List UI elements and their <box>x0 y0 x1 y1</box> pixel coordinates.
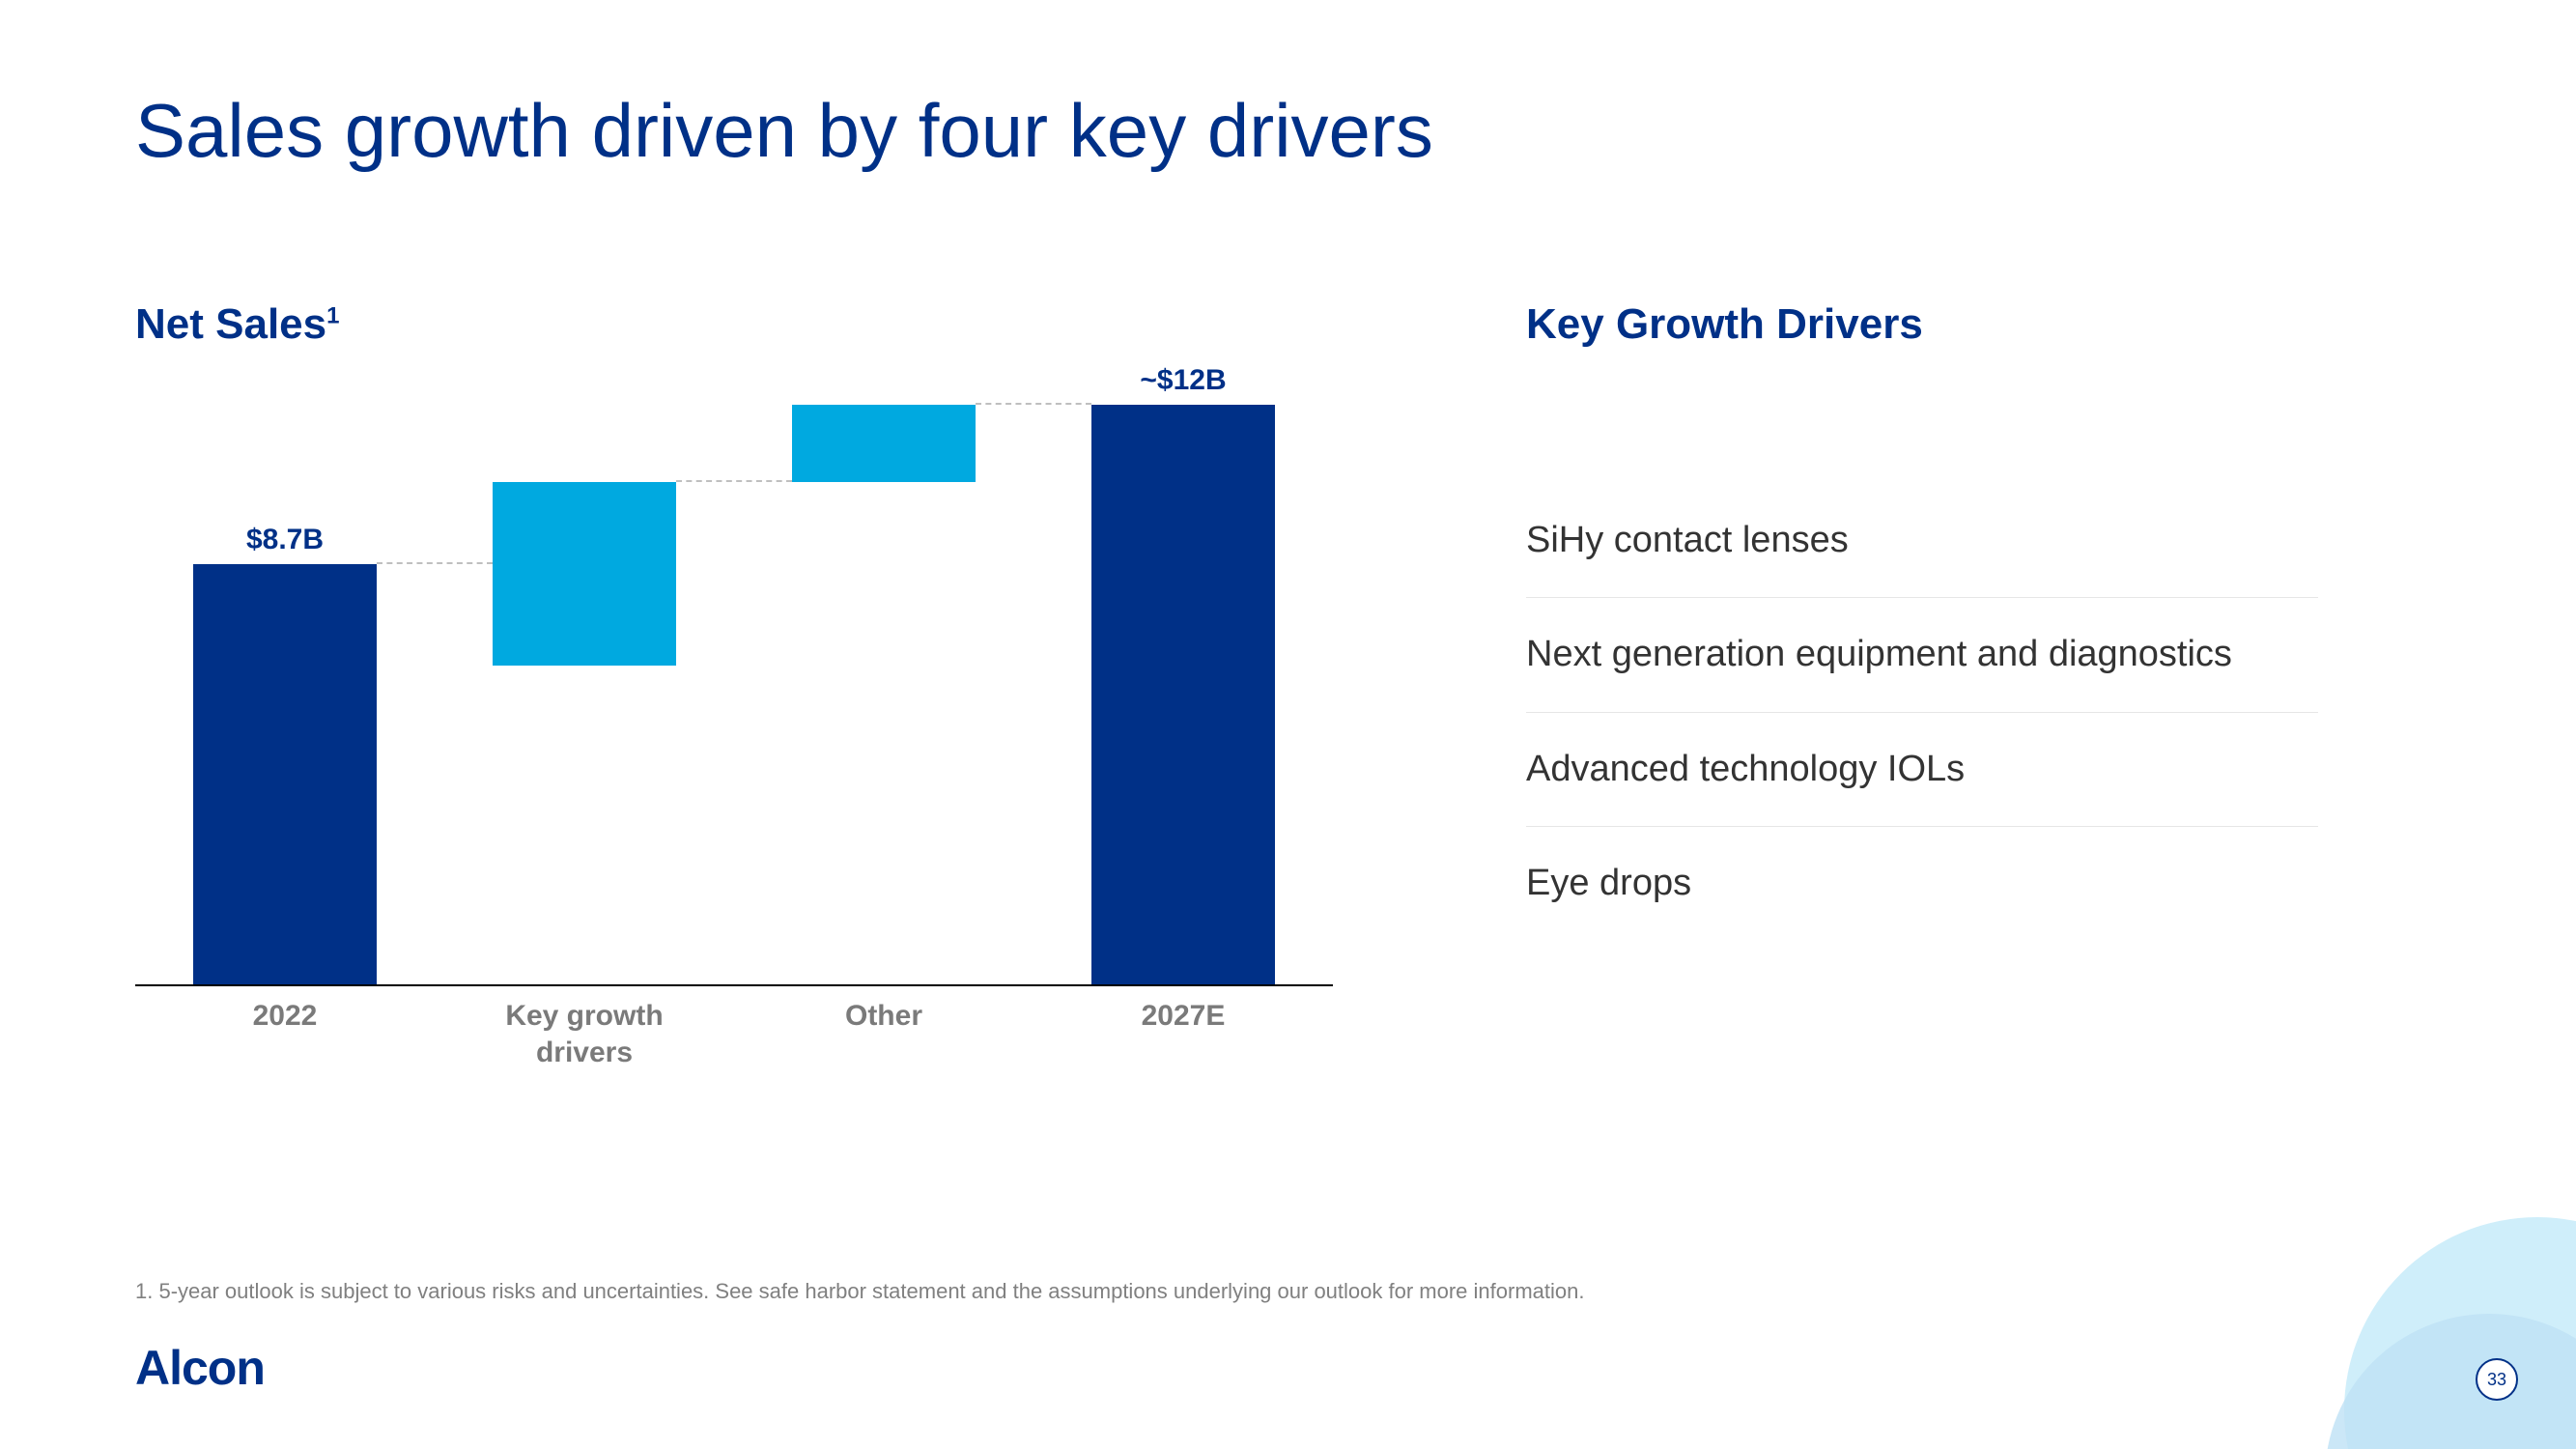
x-axis-label: 2027E <box>1033 998 1333 1070</box>
footnote: 1. 5-year outlook is subject to various … <box>135 1279 1584 1304</box>
bar-value-label: ~$12B <box>1033 364 1333 397</box>
x-axis-label: 2022 <box>135 998 435 1070</box>
page-number-badge: 33 <box>2476 1358 2518 1401</box>
net-sales-heading: Net Sales1 <box>135 300 1352 349</box>
net-sales-block: Net Sales1 $8.7B ~$12B 2022Key growthdriv… <box>135 300 1352 1070</box>
driver-item: Advanced technology IOLs <box>1526 713 2318 827</box>
drivers-list: SiHy contact lensesNext generation equip… <box>1526 407 2318 941</box>
bar-solid <box>1091 405 1275 984</box>
bar-float <box>792 405 976 482</box>
heading-text: Net Sales <box>135 300 326 348</box>
waterfall-chart: $8.7B ~$12B <box>135 407 1333 986</box>
x-axis-label: Key growthdrivers <box>435 998 734 1070</box>
alcon-logo: Alcon <box>135 1340 265 1396</box>
bar-slot: ~$12B <box>1033 405 1333 984</box>
page-title: Sales growth driven by four key drivers <box>135 87 2441 175</box>
content-row: Net Sales1 $8.7B ~$12B 2022Key growthdriv… <box>135 300 2441 1070</box>
x-axis-labels: 2022Key growthdriversOther2027E <box>135 998 1352 1070</box>
bar-slot <box>734 405 1033 984</box>
bar-float <box>493 482 676 666</box>
bar-solid <box>193 564 377 984</box>
driver-item: Eye drops <box>1526 827 2318 940</box>
bar-value-label: $8.7B <box>135 524 435 556</box>
key-drivers-heading: Key Growth Drivers <box>1526 300 2318 349</box>
bar-slot <box>435 405 734 984</box>
heading-sup: 1 <box>326 302 339 328</box>
driver-item: SiHy contact lenses <box>1526 484 2318 598</box>
x-axis-label: Other <box>734 998 1033 1070</box>
driver-item: Next generation equipment and diagnostic… <box>1526 598 2318 712</box>
key-drivers-block: Key Growth Drivers SiHy contact lensesNe… <box>1526 300 2318 1070</box>
bar-slot: $8.7B <box>135 405 435 984</box>
